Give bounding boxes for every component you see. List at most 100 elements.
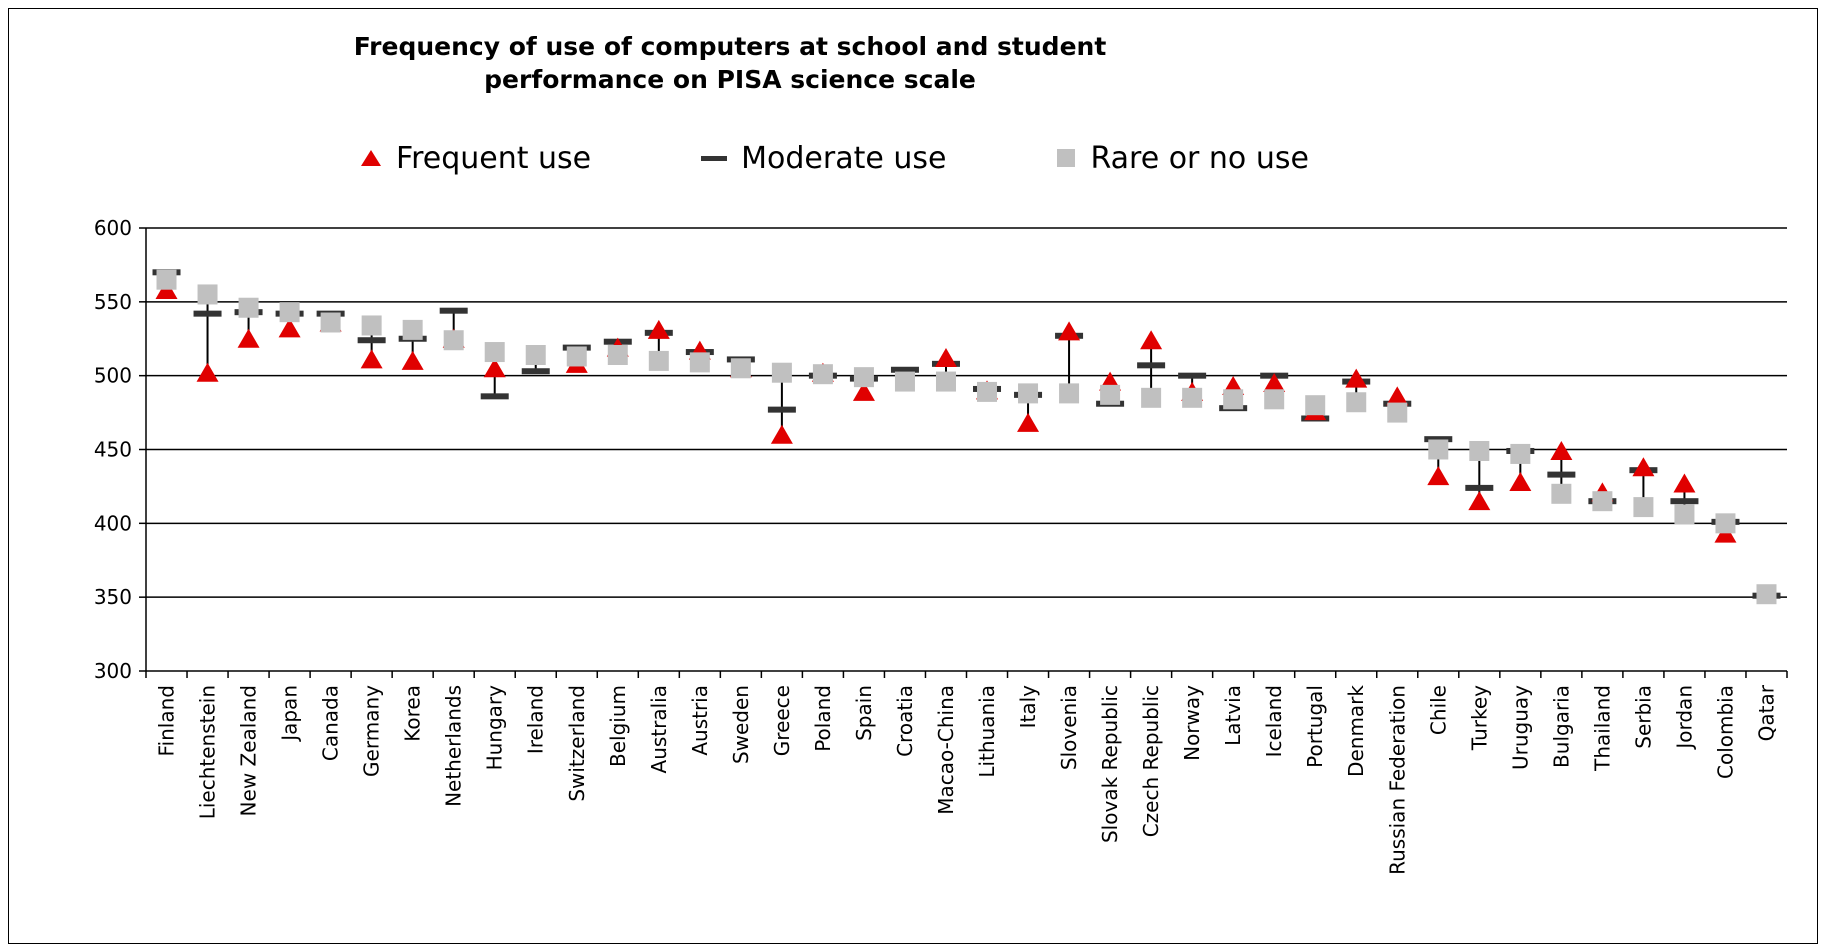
frequent-use-marker bbox=[483, 358, 506, 378]
rare-use-marker bbox=[484, 342, 505, 363]
category-label: Chile bbox=[1426, 685, 1450, 735]
rare-use-marker bbox=[443, 330, 464, 351]
category-label: Qatar bbox=[1754, 684, 1778, 741]
chart-title-line1: Frequency of use of computers at school … bbox=[353, 32, 1107, 61]
rare-use-marker bbox=[1141, 387, 1162, 408]
moderate-use-marker bbox=[1465, 484, 1494, 491]
legend-square-marker bbox=[1057, 149, 1076, 167]
rare-use-marker bbox=[1100, 384, 1121, 405]
frequent-use-marker bbox=[1263, 373, 1286, 393]
y-tick-label: 500 bbox=[94, 364, 132, 388]
category-label: Japan bbox=[278, 685, 302, 743]
y-tick-label: 450 bbox=[94, 438, 132, 462]
rare-use-marker bbox=[1469, 440, 1490, 461]
category-label: Australia bbox=[647, 685, 671, 773]
y-tick-label: 600 bbox=[94, 216, 132, 240]
category-label: Netherlands bbox=[442, 685, 466, 807]
category-label: Latvia bbox=[1221, 685, 1245, 746]
moderate-use-marker bbox=[1547, 471, 1576, 478]
rare-use-marker bbox=[689, 352, 710, 373]
category-label: Canada bbox=[319, 685, 343, 761]
category-label: Spain bbox=[852, 685, 876, 741]
frequent-use-marker bbox=[1427, 466, 1450, 486]
rare-use-marker bbox=[607, 344, 628, 365]
legend-item-rare: Rare or no use bbox=[1056, 141, 1309, 176]
rare-use-marker bbox=[1510, 443, 1531, 464]
category-label: Colombia bbox=[1713, 685, 1737, 779]
rare-use-marker bbox=[1059, 383, 1080, 404]
category-label: Iceland bbox=[1262, 685, 1286, 757]
chart-title-line2: performance on PISA science scale bbox=[484, 65, 976, 94]
moderate-use-marker bbox=[357, 337, 386, 344]
moderate-use-marker bbox=[890, 366, 919, 373]
legend-item-frequent: Frequent use bbox=[360, 141, 591, 176]
category-label: Slovenia bbox=[1057, 685, 1081, 770]
frequent-use-marker bbox=[1673, 473, 1696, 493]
y-tick-label: 400 bbox=[94, 511, 132, 535]
category-label: Portugal bbox=[1303, 685, 1327, 768]
category-label: Liechtenstein bbox=[196, 685, 220, 819]
rare-use-marker bbox=[279, 302, 300, 323]
rare-use-marker bbox=[935, 371, 956, 392]
frequent-use-marker bbox=[770, 424, 793, 444]
moderate-use-marker bbox=[1137, 362, 1166, 369]
frequent-use-marker bbox=[360, 349, 383, 369]
frequent-use-marker bbox=[1017, 412, 1040, 432]
frequent-use-marker bbox=[1386, 386, 1409, 406]
rare-use-marker bbox=[1428, 439, 1449, 460]
moderate-use-marker bbox=[521, 368, 550, 375]
rare-use-marker bbox=[197, 284, 218, 305]
category-label: Germany bbox=[360, 685, 384, 777]
category-label: Jordan bbox=[1672, 685, 1696, 751]
rare-use-marker bbox=[156, 269, 177, 290]
chart-title: Frequency of use of computers at school … bbox=[330, 30, 1130, 96]
y-tick-label: 350 bbox=[94, 585, 132, 609]
moderate-use-marker bbox=[1670, 498, 1699, 505]
frequent-use-marker bbox=[1140, 330, 1163, 350]
category-label: Russian Federation bbox=[1385, 685, 1409, 875]
frequent-use-marker bbox=[196, 362, 219, 382]
category-label: Greece bbox=[770, 685, 794, 756]
category-label: Serbia bbox=[1631, 685, 1655, 749]
rare-use-marker bbox=[238, 297, 259, 318]
chart-frame bbox=[8, 8, 1818, 944]
category-label: Switzerland bbox=[565, 685, 589, 802]
markers bbox=[152, 269, 1781, 605]
rare-use-marker bbox=[402, 319, 423, 340]
legend-triangle-marker bbox=[361, 150, 381, 166]
category-label: Belgium bbox=[606, 685, 630, 767]
category-label: Poland bbox=[811, 685, 835, 752]
category-label: Thailand bbox=[1590, 685, 1614, 772]
category-label: Ireland bbox=[524, 685, 548, 754]
frequent-use-marker bbox=[401, 350, 424, 370]
category-label: Bulgaria bbox=[1549, 685, 1573, 768]
moderate-use-marker bbox=[1178, 372, 1207, 379]
frequent-use-marker bbox=[1345, 368, 1368, 388]
moderate-use-marker bbox=[767, 406, 796, 413]
frequent-use-marker bbox=[1632, 457, 1655, 477]
rare-use-marker bbox=[525, 344, 546, 365]
category-label: Turkey bbox=[1467, 685, 1491, 751]
rare-use-marker bbox=[361, 315, 382, 336]
category-label: New Zealand bbox=[237, 685, 261, 816]
category-label: Denmark bbox=[1344, 685, 1368, 777]
gridlines bbox=[146, 227, 1787, 598]
frequent-use-marker bbox=[934, 347, 957, 367]
category-label: Czech Republic bbox=[1139, 685, 1163, 837]
rare-use-marker bbox=[894, 371, 915, 392]
frequent-use-marker bbox=[852, 381, 875, 401]
rare-use-marker bbox=[1182, 387, 1203, 408]
legend-label-frequent: Frequent use bbox=[396, 140, 592, 176]
rare-use-marker bbox=[730, 358, 751, 379]
category-label: Hungary bbox=[483, 685, 507, 771]
legend-item-moderate: Moderate use bbox=[701, 141, 946, 176]
y-tick-label: 300 bbox=[94, 659, 132, 683]
rare-use-marker bbox=[1264, 389, 1285, 410]
rare-use-marker bbox=[1551, 483, 1572, 504]
rare-use-marker bbox=[1387, 402, 1408, 423]
y-tick-label: 550 bbox=[94, 290, 132, 314]
category-label: Norway bbox=[1180, 685, 1204, 761]
rare-use-marker bbox=[1592, 491, 1613, 512]
frequent-use-marker bbox=[1550, 440, 1573, 460]
